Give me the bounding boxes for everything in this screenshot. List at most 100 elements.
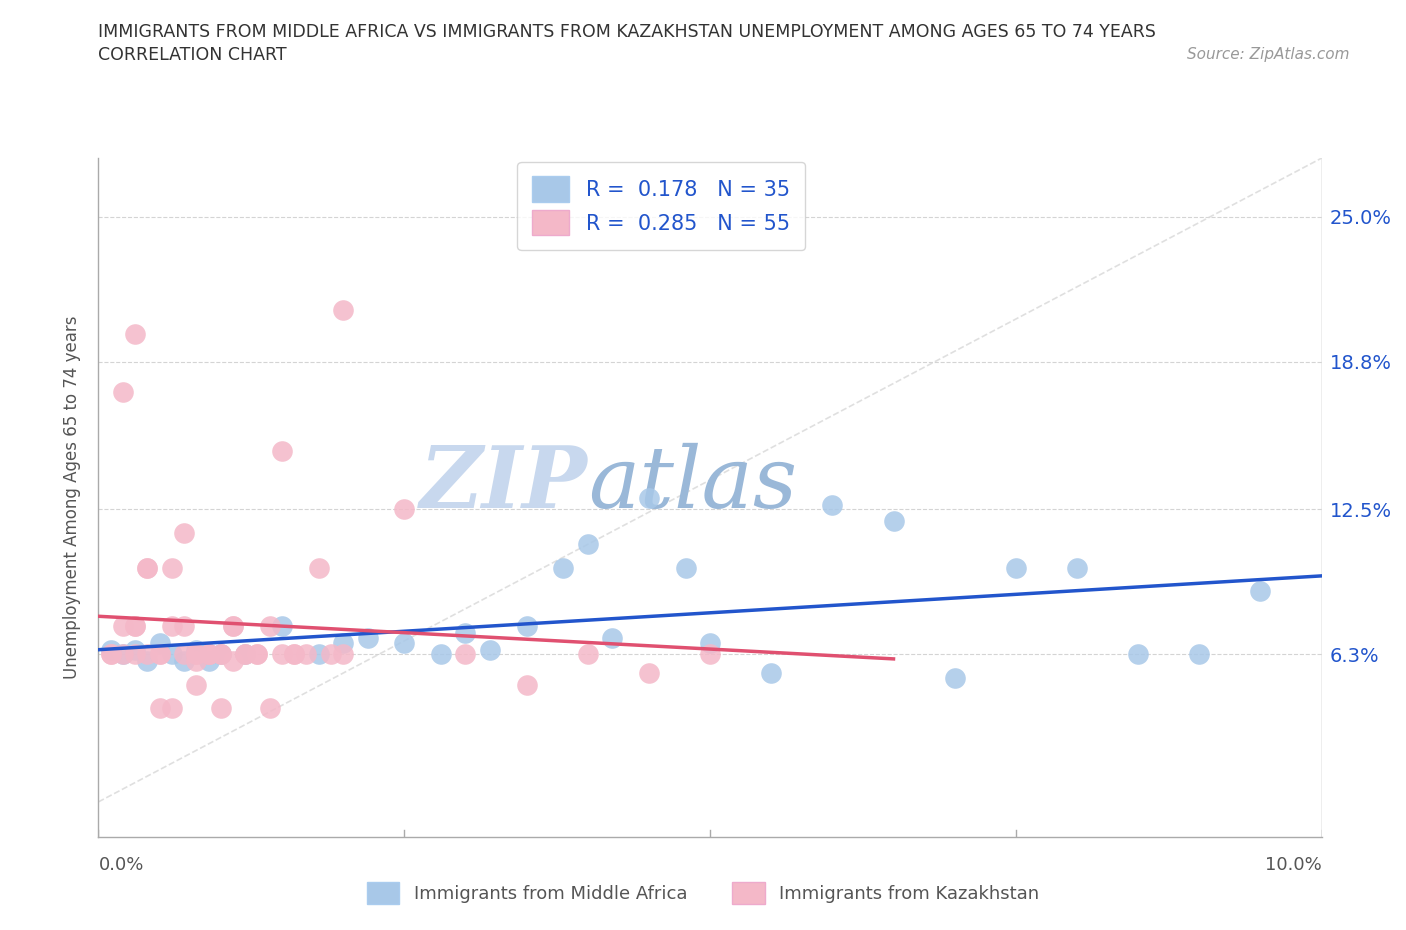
Point	[516, 618, 538, 633]
Point	[821, 498, 844, 512]
Point	[356, 631, 378, 645]
Point	[124, 647, 146, 662]
Point	[209, 647, 232, 662]
Point	[637, 490, 661, 505]
Point	[186, 647, 208, 662]
Point	[197, 647, 219, 662]
Point	[197, 647, 219, 662]
Point	[332, 635, 354, 650]
Point	[699, 647, 721, 662]
Legend: Immigrants from Middle Africa, Immigrants from Kazakhstan: Immigrants from Middle Africa, Immigrant…	[360, 875, 1046, 911]
Point	[1249, 584, 1271, 599]
Point	[100, 647, 122, 662]
Point	[186, 677, 208, 692]
Point	[308, 647, 330, 662]
Point	[270, 647, 292, 662]
Point	[332, 303, 354, 318]
Point	[233, 647, 256, 662]
Point	[173, 654, 195, 669]
Point	[943, 671, 966, 685]
Point	[759, 666, 782, 681]
Point	[259, 618, 281, 633]
Point	[111, 618, 134, 633]
Point	[124, 326, 146, 341]
Point	[111, 647, 134, 662]
Point	[160, 647, 183, 662]
Point	[149, 701, 172, 716]
Point	[197, 654, 219, 669]
Point	[308, 561, 330, 576]
Point	[209, 647, 232, 662]
Point	[233, 647, 256, 662]
Point	[430, 647, 453, 662]
Point	[124, 643, 146, 658]
Point	[186, 654, 208, 669]
Text: Unemployment Among Ages 65 to 74 years: Unemployment Among Ages 65 to 74 years	[62, 316, 80, 679]
Point	[173, 647, 195, 662]
Point	[100, 643, 122, 658]
Point	[111, 385, 134, 400]
Point	[478, 643, 501, 658]
Point	[100, 647, 122, 662]
Point	[222, 654, 245, 669]
Point	[222, 618, 245, 633]
Point	[516, 677, 538, 692]
Point	[1128, 647, 1150, 662]
Point	[124, 618, 146, 633]
Point	[675, 561, 697, 576]
Point	[209, 647, 232, 662]
Point	[637, 666, 661, 681]
Point	[392, 635, 416, 650]
Point	[222, 618, 245, 633]
Point	[233, 647, 256, 662]
Point	[319, 647, 342, 662]
Point	[111, 647, 134, 662]
Point	[136, 561, 159, 576]
Point	[1004, 561, 1026, 576]
Point	[454, 647, 477, 662]
Point	[246, 647, 269, 662]
Point	[246, 647, 269, 662]
Point	[270, 444, 292, 458]
Point	[186, 643, 208, 658]
Point	[600, 631, 623, 645]
Point	[136, 654, 159, 669]
Point	[186, 647, 208, 662]
Text: ZIP: ZIP	[420, 443, 588, 525]
Point	[283, 647, 305, 662]
Point	[149, 635, 172, 650]
Point	[1066, 561, 1088, 576]
Point	[699, 635, 721, 650]
Point	[454, 626, 477, 641]
Text: 10.0%: 10.0%	[1265, 856, 1322, 873]
Point	[136, 561, 159, 576]
Point	[553, 561, 575, 576]
Text: Source: ZipAtlas.com: Source: ZipAtlas.com	[1187, 46, 1350, 61]
Legend: R =  0.178   N = 35, R =  0.285   N = 55: R = 0.178 N = 35, R = 0.285 N = 55	[517, 162, 804, 250]
Point	[259, 701, 281, 716]
Point	[160, 701, 183, 716]
Text: atlas: atlas	[588, 443, 797, 525]
Point	[295, 647, 318, 662]
Point	[124, 618, 146, 633]
Point	[209, 701, 232, 716]
Point	[149, 647, 172, 662]
Point	[160, 561, 183, 576]
Text: 0.0%: 0.0%	[98, 856, 143, 873]
Point	[883, 513, 905, 528]
Point	[160, 618, 183, 633]
Point	[136, 647, 159, 662]
Point	[149, 647, 172, 662]
Point	[332, 647, 354, 662]
Text: CORRELATION CHART: CORRELATION CHART	[98, 46, 287, 64]
Point	[173, 525, 195, 540]
Point	[270, 618, 292, 633]
Point	[392, 502, 416, 517]
Text: IMMIGRANTS FROM MIDDLE AFRICA VS IMMIGRANTS FROM KAZAKHSTAN UNEMPLOYMENT AMONG A: IMMIGRANTS FROM MIDDLE AFRICA VS IMMIGRA…	[98, 23, 1156, 41]
Point	[576, 537, 599, 551]
Point	[576, 647, 599, 662]
Point	[1188, 647, 1211, 662]
Point	[197, 647, 219, 662]
Point	[173, 618, 195, 633]
Point	[283, 647, 305, 662]
